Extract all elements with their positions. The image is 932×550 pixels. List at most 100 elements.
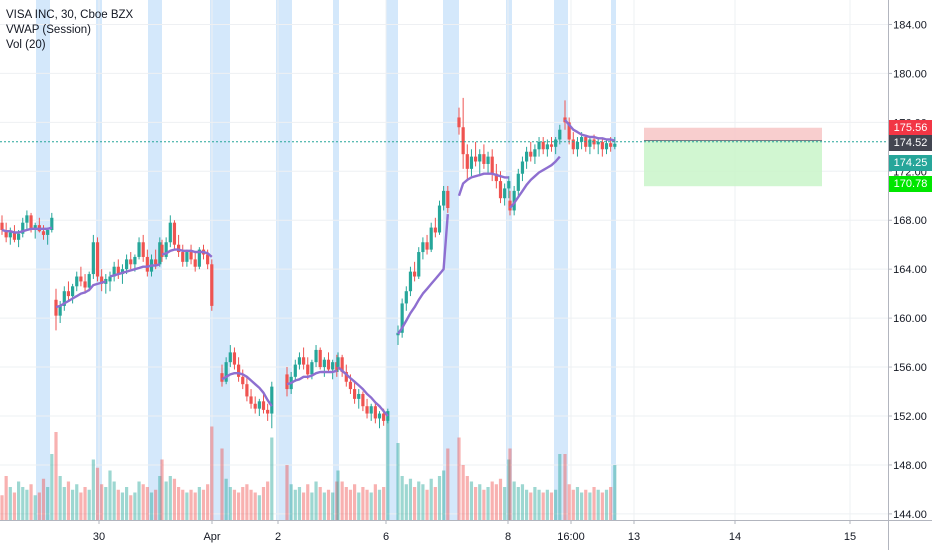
candle-body <box>525 151 529 162</box>
volume-bar <box>554 489 558 520</box>
candle-body <box>8 232 12 238</box>
volume-bar <box>33 495 37 520</box>
vwap-segment <box>161 248 213 258</box>
x-tick-label: 2 <box>275 531 281 543</box>
position-zones[interactable] <box>644 127 822 187</box>
candle-body <box>361 393 365 407</box>
volume-bar <box>108 470 112 520</box>
candle-body <box>545 144 549 150</box>
vwap-segment <box>1 226 53 234</box>
candle-body <box>344 371 348 382</box>
volume-bar <box>429 478 433 520</box>
volume-bar <box>558 454 562 520</box>
volume-bar <box>537 489 541 520</box>
volume-bar <box>189 489 193 520</box>
candle-body <box>133 256 137 265</box>
volume-bar <box>201 489 206 520</box>
candle-body <box>382 413 386 421</box>
candle-body <box>592 139 596 145</box>
volume-bar <box>0 495 4 520</box>
volume-bar <box>503 487 507 520</box>
candle-body <box>228 352 232 363</box>
volume-bar <box>508 448 512 520</box>
candle-body <box>512 190 516 211</box>
volume-bar <box>133 492 137 520</box>
candle-body <box>266 409 270 414</box>
candle-body <box>71 286 75 297</box>
volume-bar <box>318 487 322 520</box>
volume-bar <box>404 484 408 520</box>
volume-bar <box>344 487 348 520</box>
candle-body <box>310 362 314 375</box>
candle-body <box>17 233 21 240</box>
volume-bar <box>533 487 537 520</box>
volume-bar <box>164 481 168 520</box>
volume-bar <box>206 484 210 520</box>
volume-bar <box>177 487 181 520</box>
candle-body <box>58 305 62 316</box>
volume-bar <box>54 432 58 520</box>
volume-bar <box>310 492 314 520</box>
volume-bar <box>498 478 503 520</box>
candle-body <box>322 359 326 368</box>
session-band <box>333 0 339 520</box>
volume-bar <box>25 489 29 520</box>
candle-body <box>145 256 149 272</box>
candle-body <box>54 299 58 316</box>
volume-bar <box>266 481 270 520</box>
candle-body <box>486 156 490 164</box>
volume-bar <box>396 443 400 520</box>
x-tick-label: 14 <box>729 531 741 543</box>
volume-bar <box>520 484 525 520</box>
candle-body <box>588 139 592 147</box>
candle-body <box>237 364 241 377</box>
volume-bar <box>245 484 249 520</box>
vwap-segment <box>397 214 449 335</box>
candle-body <box>490 156 494 174</box>
candle-body <box>596 141 600 145</box>
candle-body <box>482 154 486 164</box>
candle-body <box>396 332 400 336</box>
candle-body <box>181 252 185 262</box>
x-tick-label: 13 <box>628 531 640 543</box>
legend-vol[interactable]: Vol (20) <box>6 39 46 51</box>
volume-bar <box>137 481 141 520</box>
volume-bar <box>193 492 197 520</box>
volume-bar <box>293 489 297 520</box>
volume-bar <box>29 484 33 520</box>
volume-bar <box>4 476 8 520</box>
session-band <box>36 0 50 520</box>
volume-bar <box>357 492 361 520</box>
session-band <box>611 0 616 520</box>
volume-bar <box>120 492 125 520</box>
candle-body <box>377 413 382 419</box>
volume-bar <box>17 481 21 520</box>
candle-body <box>241 376 245 385</box>
volume-bar <box>340 481 344 520</box>
candle-body <box>365 406 369 414</box>
volume-bar <box>326 489 331 520</box>
volume-bar <box>21 487 25 520</box>
candle-body <box>193 259 197 267</box>
candle-body <box>567 122 571 140</box>
volume-bar <box>465 476 469 520</box>
candle-body <box>75 276 79 287</box>
volume-bar <box>336 470 340 520</box>
x-tick-label: Apr <box>203 531 220 543</box>
legend-vwap[interactable]: VWAP (Session) <box>6 24 91 36</box>
candle-body <box>270 386 274 414</box>
volume-bar <box>592 487 596 520</box>
candle-body <box>206 254 210 265</box>
legend-symbol[interactable]: VISA INC, 30, Cboe BZX <box>6 9 134 21</box>
volume-bar <box>197 487 201 520</box>
session-bands <box>36 0 616 520</box>
volume-bar <box>83 487 87 520</box>
candle-body <box>172 222 177 245</box>
candle-body <box>520 161 525 174</box>
volume-bar <box>41 478 46 520</box>
session-band <box>276 0 292 520</box>
volume-bar <box>373 484 377 520</box>
candle-body <box>25 215 29 223</box>
